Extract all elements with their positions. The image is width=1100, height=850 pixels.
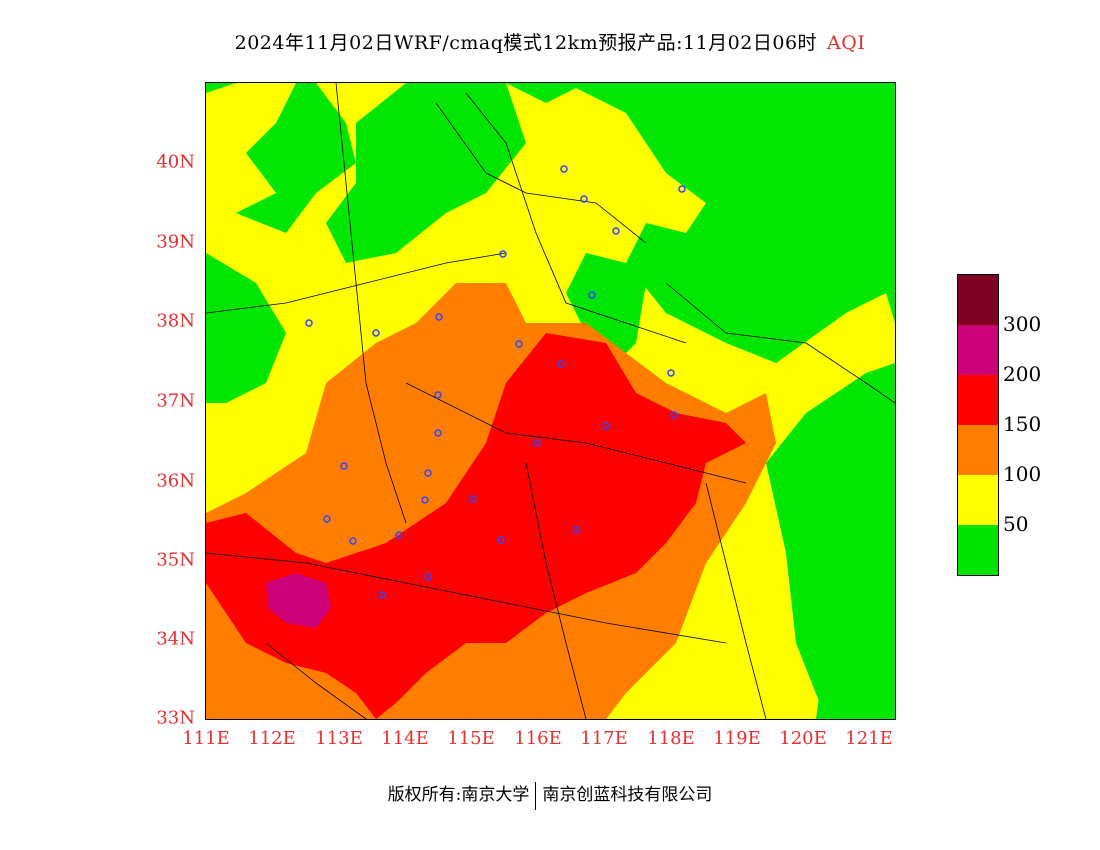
lon-label-112e: 112E <box>248 728 296 749</box>
lat-label-36n: 36N <box>156 470 195 492</box>
lat-label-33n: 33N <box>156 707 195 729</box>
copyright-footer: 版权所有:南京大学 南京创蓝科技有限公司 <box>0 780 1100 810</box>
footer-left: 版权所有:南京大学 <box>387 785 530 805</box>
lat-label-34n: 34N <box>156 628 195 650</box>
lat-label-39n: 39N <box>156 231 195 253</box>
aqi-zone-purple <box>266 573 331 628</box>
lon-label-113e: 113E <box>315 728 363 749</box>
map-title: 2024年11月02日WRF/cmaq模式12km预报产品:11月02日06时 A… <box>0 28 1100 55</box>
aqi-map <box>205 82 896 720</box>
aqi-zone-green-west <box>206 253 286 403</box>
legend-swatch-moderate <box>958 475 998 525</box>
lon-label-111e: 111E <box>182 728 230 749</box>
lat-label-38n: 38N <box>156 310 195 332</box>
boundary-lines <box>206 83 895 719</box>
title-text: 2024年11月02日WRF/cmaq模式12km预报产品:11月02日06时 <box>234 32 818 54</box>
legend-swatch-sensitive <box>958 425 998 475</box>
aqi-zone-green-bohai <box>566 253 646 373</box>
legend-swatch-hazardous <box>958 275 998 325</box>
lat-label-37n: 37N <box>156 390 195 412</box>
legend-label-100: 100 <box>1003 462 1042 486</box>
lat-label-35n: 35N <box>156 549 195 571</box>
footer-divider <box>535 781 537 810</box>
lon-label-117e: 117E <box>580 728 628 749</box>
legend-swatch-good <box>958 525 998 575</box>
aqi-zone-green-north <box>326 83 526 263</box>
legend-swatch-unhealthy <box>958 375 998 425</box>
aqi-zone-green-sea <box>766 363 895 719</box>
lat-label-40n: 40N <box>156 151 195 173</box>
lon-label-118e: 118E <box>647 728 695 749</box>
lon-label-116e: 116E <box>514 728 562 749</box>
footer-right: 南京创蓝科技有限公司 <box>542 785 713 805</box>
legend-label-50: 50 <box>1003 512 1029 536</box>
lon-label-114e: 114E <box>381 728 429 749</box>
lon-label-121e: 121E <box>845 728 893 749</box>
legend-label-300: 300 <box>1003 312 1042 336</box>
aqi-legend <box>957 274 999 576</box>
lon-label-115e: 115E <box>447 728 495 749</box>
legend-label-200: 200 <box>1003 362 1042 386</box>
legend-label-150: 150 <box>1003 412 1042 436</box>
aqi-zone-red <box>206 333 746 719</box>
title-aqi-tag: AQI <box>827 32 866 54</box>
legend-swatch-very-unhealthy <box>958 325 998 375</box>
lon-label-119e: 119E <box>713 728 761 749</box>
station-markers <box>305 165 686 599</box>
lon-label-120e: 120E <box>779 728 827 749</box>
